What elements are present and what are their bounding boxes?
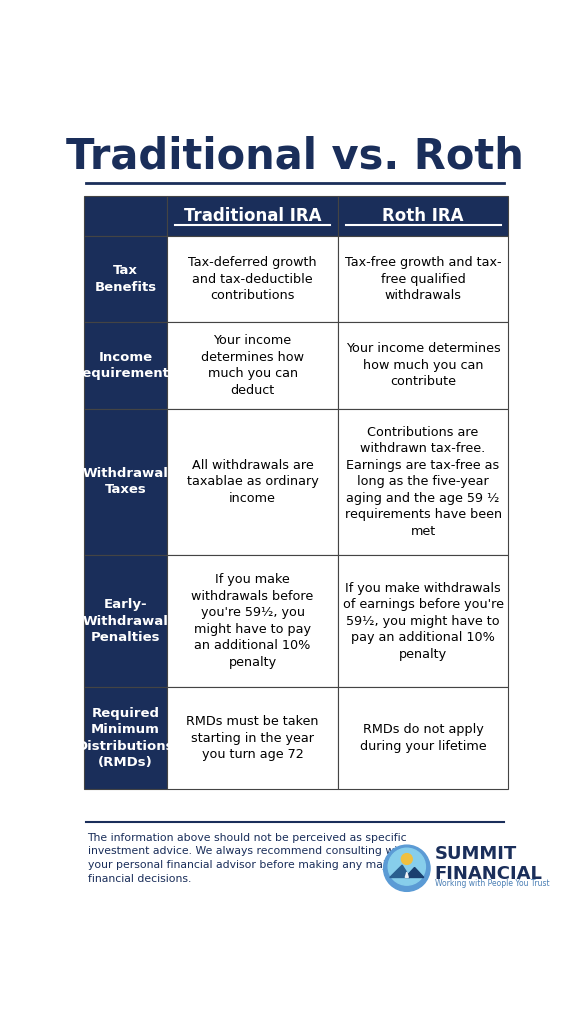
- Polygon shape: [390, 865, 410, 878]
- Bar: [167, 237, 338, 323]
- Text: Working with People You Trust: Working with People You Trust: [435, 880, 550, 888]
- Circle shape: [388, 848, 426, 885]
- Bar: [84, 237, 167, 323]
- Text: SUMMIT
FINANCIAL: SUMMIT FINANCIAL: [435, 845, 543, 883]
- Text: Your income determines
how much you can
contribute: Your income determines how much you can …: [346, 342, 501, 388]
- Bar: [167, 555, 338, 687]
- Bar: [167, 409, 338, 555]
- Bar: [338, 687, 509, 788]
- Text: All withdrawals are
taxablae as ordinary
income: All withdrawals are taxablae as ordinary…: [187, 459, 319, 505]
- Circle shape: [384, 845, 430, 891]
- Bar: [338, 323, 509, 409]
- Text: Income
Requirements: Income Requirements: [73, 350, 178, 380]
- Text: Tax
Benefits: Tax Benefits: [94, 264, 157, 294]
- Text: The information above should not be perceived as specific
investment advice. We : The information above should not be perc…: [88, 833, 408, 884]
- Text: Your income
determines how
much you can
deduct: Your income determines how much you can …: [201, 334, 304, 396]
- Text: Tax-deferred growth
and tax-deductible
contributions: Tax-deferred growth and tax-deductible c…: [188, 256, 317, 302]
- Circle shape: [401, 854, 412, 864]
- Bar: [84, 687, 167, 788]
- Bar: [167, 323, 338, 409]
- Text: Early-
Withdrawal
Penalties: Early- Withdrawal Penalties: [82, 598, 168, 644]
- Bar: [84, 196, 167, 237]
- Text: RMDs do not apply
during your lifetime: RMDs do not apply during your lifetime: [360, 723, 486, 753]
- Bar: [167, 687, 338, 788]
- Text: Traditional IRA: Traditional IRA: [184, 207, 321, 225]
- Text: If you make
withdrawals before
you're 59½, you
might have to pay
an additional 1: If you make withdrawals before you're 59…: [191, 573, 314, 669]
- Polygon shape: [406, 872, 408, 878]
- Text: Contributions are
withdrawn tax-free.
Earnings are tax-free as
long as the five-: Contributions are withdrawn tax-free. Ea…: [344, 426, 502, 538]
- Text: Traditional vs. Roth: Traditional vs. Roth: [66, 136, 524, 178]
- Text: Tax-free growth and tax-
free qualified
withdrawals: Tax-free growth and tax- free qualified …: [345, 256, 501, 302]
- Bar: [338, 196, 509, 237]
- Text: Required
Minimum
Distributions
(RMDs): Required Minimum Distributions (RMDs): [77, 707, 174, 769]
- Bar: [338, 409, 509, 555]
- Bar: [338, 237, 509, 323]
- Bar: [338, 555, 509, 687]
- Bar: [84, 409, 167, 555]
- Bar: [84, 323, 167, 409]
- Text: RMDs must be taken
starting in the year
you turn age 72: RMDs must be taken starting in the year …: [186, 715, 319, 761]
- Polygon shape: [406, 867, 424, 878]
- Bar: [84, 555, 167, 687]
- Text: Roth IRA: Roth IRA: [382, 207, 464, 225]
- Text: Withdrawal
Taxes: Withdrawal Taxes: [82, 467, 168, 497]
- Text: If you make withdrawals
of earnings before you're
59½, you might have to
pay an : If you make withdrawals of earnings befo…: [343, 582, 503, 660]
- Bar: [167, 196, 338, 237]
